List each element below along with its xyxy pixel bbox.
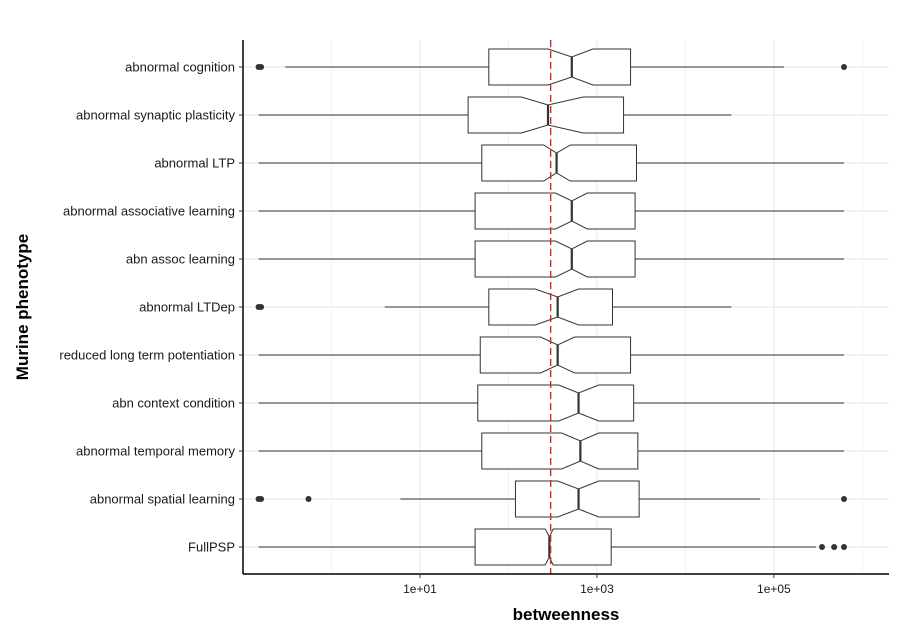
box (474, 240, 636, 278)
box-group (258, 432, 844, 470)
outlier-point (840, 64, 847, 70)
outlier-point (831, 544, 838, 550)
box-group (258, 384, 844, 422)
category-label: abnormal spatial learning (90, 492, 235, 507)
x-tick-label: 1e+05 (757, 582, 791, 596)
box-group (258, 96, 732, 134)
category-label: reduced long term potentiation (59, 348, 235, 363)
category-label: abnormal associative learning (63, 204, 235, 219)
box-group (258, 336, 844, 374)
x-axis-title: betweenness (513, 605, 620, 624)
x-tick-label: 1e+03 (580, 582, 614, 596)
box (481, 144, 637, 182)
box (474, 528, 612, 566)
category-label: FullPSP (188, 540, 235, 555)
outlier-point (258, 496, 265, 502)
category-label: abn context condition (112, 396, 235, 411)
box-group (258, 528, 847, 566)
category-label: abn assoc learning (126, 252, 235, 267)
box-group (258, 144, 844, 182)
x-tick-labels: 1e+01 1e+03 1e+05 (403, 574, 791, 596)
box (479, 336, 632, 374)
category-label: abnormal LTDep (139, 300, 235, 315)
box (481, 432, 639, 470)
box-group (255, 48, 847, 86)
box-series (255, 48, 847, 566)
category-label: abnormal LTP (154, 156, 235, 171)
outlier-point (840, 496, 847, 502)
outlier-point (305, 496, 312, 502)
box (488, 48, 632, 86)
category-labels: abnormal cognition abnormal synaptic plas… (59, 60, 243, 555)
y-axis-title: Murine phenotype (13, 234, 32, 380)
box-group (258, 240, 844, 278)
category-label: abnormal temporal memory (76, 444, 235, 459)
outlier-point (258, 304, 265, 310)
box (514, 480, 640, 518)
category-label: abnormal synaptic plasticity (76, 108, 235, 123)
box (474, 192, 636, 230)
box-group (258, 192, 844, 230)
outlier-point (840, 544, 847, 550)
outlier-point (819, 544, 826, 550)
x-tick-label: 1e+01 (403, 582, 437, 596)
box (477, 384, 635, 422)
box (467, 96, 625, 134)
category-label: abnormal cognition (125, 60, 235, 75)
outlier-point (258, 64, 265, 70)
box-group (255, 480, 847, 518)
